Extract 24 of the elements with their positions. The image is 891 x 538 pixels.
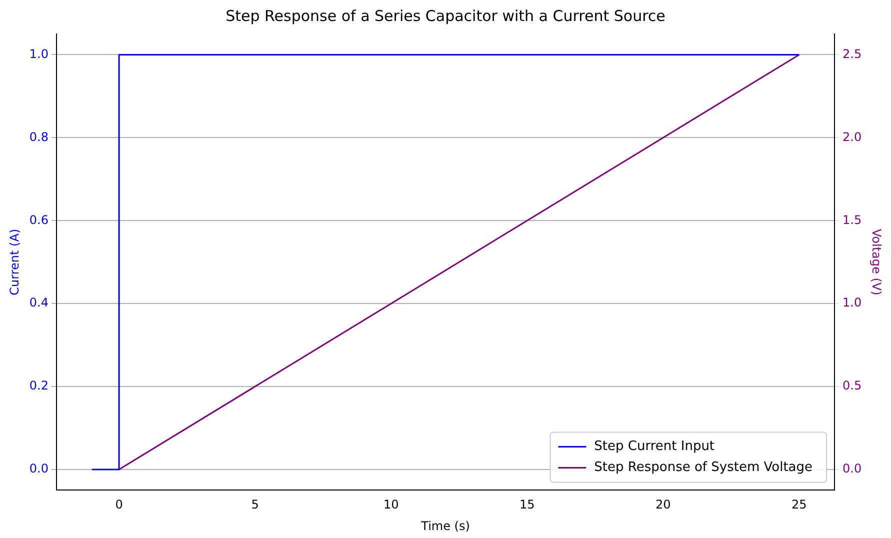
x-axis-title: Time (s) — [420, 518, 470, 533]
x-tick-label: 5 — [251, 498, 259, 512]
y2-tick-label: 1.5 — [842, 212, 862, 227]
y2-tick-label: 0.0 — [842, 462, 862, 476]
x-tick-label: 20 — [655, 498, 671, 512]
x-tick-label: 10 — [383, 498, 399, 512]
y2-tick-label: 2.0 — [842, 130, 862, 144]
y2-axis-title: Voltage (V) — [870, 228, 884, 296]
chart-title: Step Response of a Series Capacitor with a Current Source — [226, 6, 666, 25]
y-axis-title: Current (A) — [7, 228, 22, 296]
y2-tick-label: 2.5 — [842, 46, 862, 61]
y-tick-label: 0.4 — [29, 296, 48, 310]
y-tick-label: 0.2 — [29, 378, 48, 393]
y-tick-label: 0.6 — [29, 212, 48, 227]
y-tick-label: 0.8 — [29, 130, 48, 144]
x-tick-label: 15 — [519, 498, 535, 512]
x-tick-label: 0 — [115, 498, 123, 512]
y2-tick-label: 1.0 — [842, 296, 862, 310]
y2-tick-label: 0.5 — [842, 378, 862, 393]
legend-label: Step Current Input — [594, 439, 715, 454]
legend-label: Step Response of System Voltage — [594, 460, 813, 476]
y-tick-label: 0.0 — [29, 462, 48, 476]
y-tick-label: 1.0 — [29, 46, 48, 61]
x-tick-label: 25 — [792, 498, 807, 512]
